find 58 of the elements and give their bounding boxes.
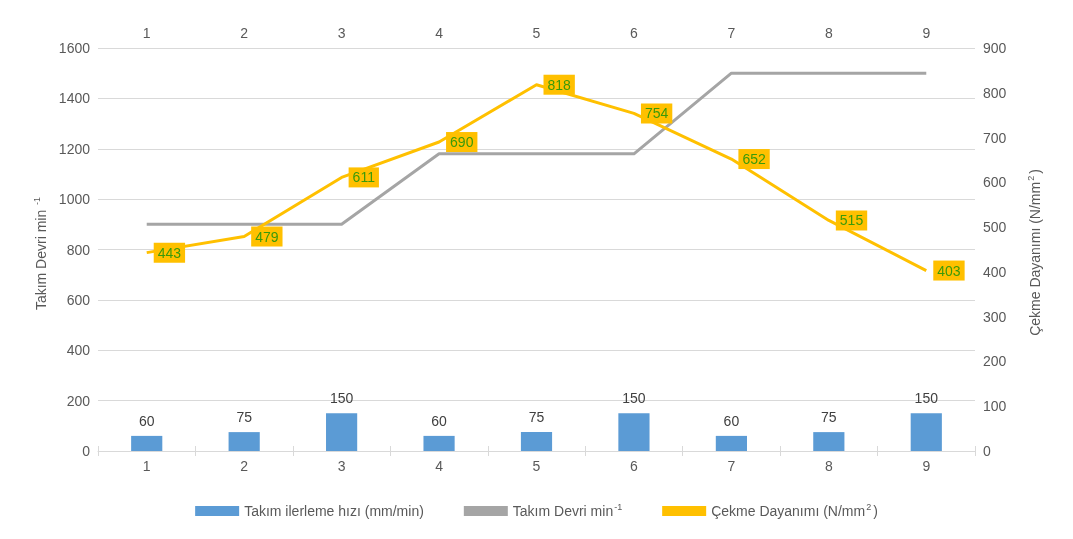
x-tick-label: 8 [824, 458, 833, 474]
category-label: 7 [727, 25, 736, 41]
category-label: 4 [435, 25, 443, 41]
category-label: 3 [337, 25, 346, 41]
data-label: 150 [622, 390, 646, 407]
data-label: 754 [644, 105, 669, 122]
x-tick-label: 1 [142, 458, 151, 474]
data-label: 611 [352, 169, 376, 186]
y-axis-title: Takım Devri min -1 [31, 196, 49, 311]
category-label: 5 [532, 25, 541, 41]
category-label: 9 [922, 25, 931, 41]
data-label: 403 [937, 262, 961, 279]
y2-axis-title: Çekme Dayanımı (N/mm2) [1025, 169, 1043, 336]
category-label: 2 [240, 25, 249, 41]
y-tick-label: 1600 [58, 40, 91, 56]
y-tick-label: 0 [82, 443, 91, 459]
y2-tick-label: 600 [983, 174, 1007, 191]
data-label: 690 [450, 134, 474, 151]
y2-tick-label: 200 [983, 353, 1007, 370]
y-tick-label: 800 [66, 241, 91, 258]
y2-tick-label: 500 [983, 219, 1007, 236]
data-label: 75 [528, 409, 545, 426]
x-tick-label: 3 [337, 458, 346, 474]
y-tick-label: 400 [66, 342, 91, 359]
data-label: 150 [329, 390, 354, 407]
data-label: 479 [255, 228, 279, 245]
y2-tick-label: 700 [983, 129, 1007, 146]
y2-tick-label: 400 [983, 263, 1007, 280]
data-label: 60 [138, 412, 155, 429]
x-tick-label: 9 [922, 458, 931, 474]
data-label: 652 [742, 151, 766, 168]
y2-tick-label: 0 [983, 443, 991, 459]
category-label: 6 [630, 25, 638, 41]
y-tick-label: 600 [66, 291, 91, 308]
y-tick-label: 1200 [58, 140, 91, 157]
data-label: 75 [821, 409, 837, 426]
y-tick-label: 1000 [58, 191, 91, 208]
data-label: 60 [431, 412, 448, 429]
legend-label: Takım ilerleme hızı (mm/min) [244, 503, 424, 519]
category-label: 8 [824, 25, 833, 41]
x-tick-label: 7 [727, 458, 736, 474]
x-tick-label: 5 [532, 458, 541, 474]
category-label: 1 [142, 25, 151, 41]
data-label: 443 [157, 244, 182, 261]
y2-tick-label: 800 [983, 84, 1007, 101]
y2-tick-label: 900 [983, 40, 1007, 56]
y2-tick-label: 300 [983, 308, 1007, 325]
y-tick-label: 200 [66, 392, 91, 409]
data-label: 515 [839, 212, 864, 229]
y2-tick-label: 100 [983, 398, 1007, 415]
data-label: 60 [723, 412, 740, 429]
data-label: 818 [547, 76, 572, 93]
x-tick-label: 6 [630, 458, 639, 474]
y-tick-label: 1400 [58, 90, 91, 107]
x-tick-label: 4 [435, 458, 444, 474]
x-tick-label: 2 [240, 458, 249, 474]
data-label: 150 [914, 390, 939, 407]
data-label: 75 [236, 409, 253, 426]
